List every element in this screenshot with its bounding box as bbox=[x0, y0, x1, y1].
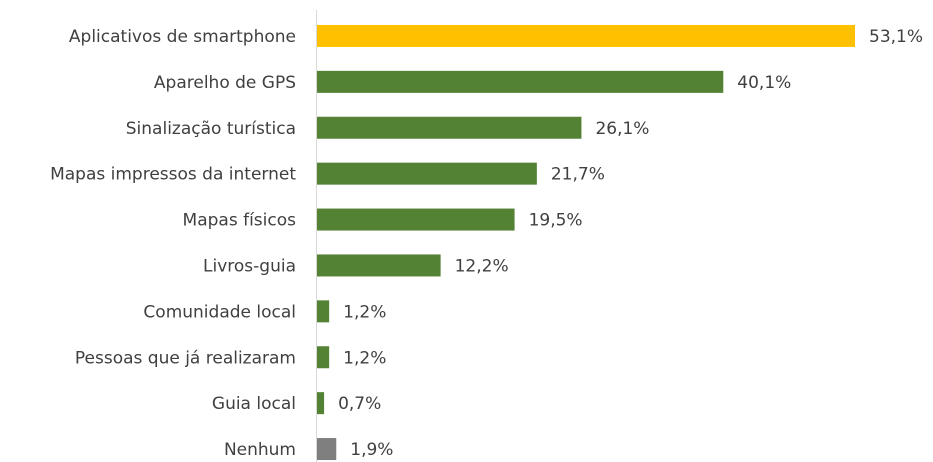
bar bbox=[317, 208, 515, 231]
value-label: 12,2% bbox=[455, 256, 509, 276]
category-label: Mapas físicos bbox=[183, 211, 297, 231]
bar bbox=[317, 70, 724, 93]
category-label: Guia local bbox=[212, 394, 296, 414]
bar bbox=[317, 346, 330, 369]
category-label: Nenhum bbox=[224, 440, 296, 460]
value-label: 21,7% bbox=[551, 165, 605, 185]
value-label: 40,1% bbox=[737, 73, 791, 93]
value-label: 1,2% bbox=[343, 302, 386, 322]
bar bbox=[317, 162, 537, 185]
value-label: 1,2% bbox=[343, 348, 386, 368]
value-label: 26,1% bbox=[595, 119, 649, 139]
category-label: Aplicativos de smartphone bbox=[69, 27, 296, 47]
bar bbox=[317, 254, 441, 277]
bar bbox=[317, 438, 337, 461]
value-label: 53,1% bbox=[869, 27, 923, 47]
category-label: Livros-guia bbox=[203, 256, 296, 276]
value-label: 1,9% bbox=[350, 440, 393, 460]
category-label: Comunidade local bbox=[143, 302, 296, 322]
category-label: Sinalização turística bbox=[126, 119, 296, 139]
bar bbox=[317, 116, 582, 139]
bar bbox=[317, 24, 855, 47]
value-label: 0,7% bbox=[338, 394, 381, 414]
category-label: Pessoas que já realizaram bbox=[75, 348, 296, 368]
value-label: 19,5% bbox=[529, 211, 583, 231]
bar bbox=[317, 392, 325, 415]
bar bbox=[317, 300, 330, 323]
category-label: Aparelho de GPS bbox=[154, 73, 296, 93]
category-label: Mapas impressos da internet bbox=[50, 165, 296, 185]
